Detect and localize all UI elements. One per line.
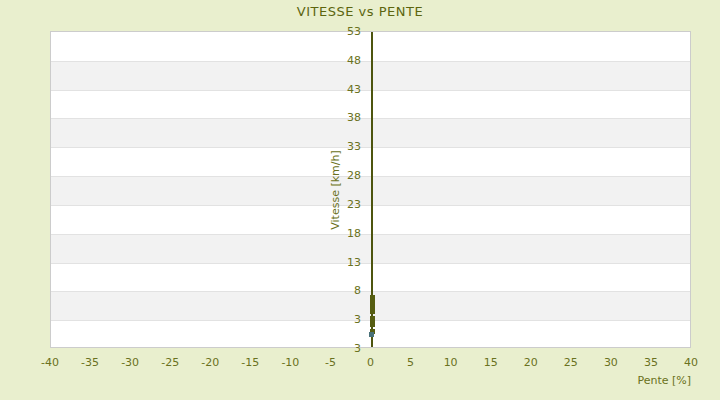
chart-page: VITESSE vs PENTE 534843383328231813833 V… (0, 0, 720, 400)
y-tick-label: 53 (347, 25, 361, 38)
y-tick-label: 23 (347, 197, 361, 210)
y-tick-label: 3 (354, 342, 361, 355)
x-tick-label: -40 (41, 356, 59, 369)
y-tick-label: 13 (347, 255, 361, 268)
x-tick-label: -15 (241, 356, 259, 369)
y-tick-label: 38 (347, 111, 361, 124)
x-tick-label: 0 (367, 356, 374, 369)
data-cluster-marker (370, 295, 375, 314)
chart-title: VITESSE vs PENTE (0, 4, 720, 19)
y-axis-title: Vitesse [km/h] (329, 150, 342, 230)
y-axis-tick-labels: 534843383328231813833 (0, 31, 361, 348)
x-axis-tick-labels: -40-35-30-25-20-15-10-50510152025303540 (50, 356, 691, 370)
y-tick-label: 48 (347, 53, 361, 66)
x-tick-label: 15 (484, 356, 498, 369)
x-tick-label: -10 (281, 356, 299, 369)
y-tick-label: 3 (354, 313, 361, 326)
x-tick-label: 40 (684, 356, 698, 369)
x-axis-title: Pente [%] (637, 374, 691, 387)
y-tick-label: 18 (347, 226, 361, 239)
y-tick-label: 8 (354, 284, 361, 297)
y-tick-label: 28 (347, 169, 361, 182)
x-tick-label: -25 (161, 356, 179, 369)
data-cluster-marker (370, 316, 375, 327)
data-point-marker (369, 332, 374, 337)
x-tick-label: 35 (644, 356, 658, 369)
x-tick-label: 30 (604, 356, 618, 369)
y-tick-label: 33 (347, 140, 361, 153)
x-tick-label: -35 (81, 356, 99, 369)
x-tick-label: 5 (407, 356, 414, 369)
x-tick-label: -20 (201, 356, 219, 369)
x-tick-label: 20 (524, 356, 538, 369)
x-tick-label: -30 (121, 356, 139, 369)
y-tick-label: 43 (347, 82, 361, 95)
x-tick-label: 25 (564, 356, 578, 369)
x-tick-label: 10 (444, 356, 458, 369)
x-tick-label: -5 (325, 356, 336, 369)
